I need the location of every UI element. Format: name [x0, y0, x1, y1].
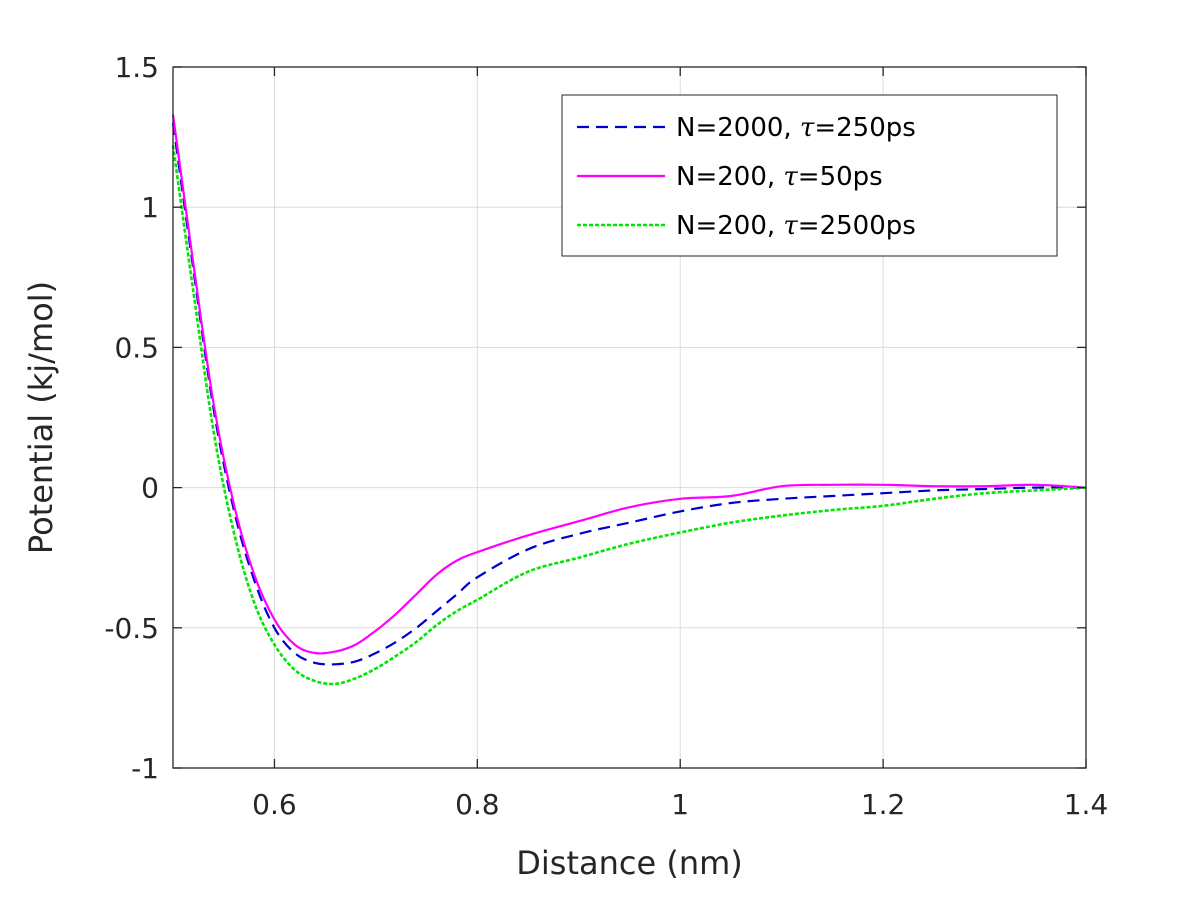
- x-axis-label: Distance (nm): [516, 844, 743, 882]
- legend-entry-prefix: N=2000,: [676, 113, 800, 143]
- x-tick-label: 1.4: [1064, 788, 1109, 821]
- y-tick-label: -1: [131, 752, 159, 785]
- axes: [172, 66, 1087, 769]
- x-tick-label: 1: [671, 788, 689, 821]
- legend-entry-prefix: N=200,: [676, 211, 783, 241]
- legend-entry-tau: τ: [783, 211, 798, 241]
- legend-entry-tau: τ: [783, 162, 798, 192]
- y-tick-label: 0.5: [114, 331, 159, 364]
- x-tick-label: 0.8: [455, 788, 500, 821]
- x-tick-label: 0.6: [252, 788, 297, 821]
- y-tick-label: 1: [141, 191, 159, 224]
- legend-entry-prefix: N=200,: [676, 162, 783, 192]
- y-axis-label: Potential (kj/mol): [22, 281, 60, 554]
- series-line-3: [171, 145, 1087, 686]
- y-tick-label: 1.5: [114, 51, 159, 84]
- series-line-2: [171, 114, 1087, 655]
- legend-entry-tau: τ: [800, 113, 815, 143]
- legend-entry-suffix: =50ps: [798, 162, 883, 192]
- series-line-1: [171, 122, 1087, 666]
- y-tick-label: 0: [141, 472, 159, 505]
- legend-entry-1: N=2000, τ=250ps: [676, 113, 916, 143]
- x-tick-label: 1.2: [861, 788, 906, 821]
- y-tick-label: -0.5: [104, 612, 159, 645]
- legend-entry-suffix: =2500ps: [798, 211, 916, 241]
- legend-entry-suffix: =250ps: [814, 113, 915, 143]
- series-layer: [171, 114, 1087, 686]
- legend-entry-3: N=200, τ=2500ps: [676, 211, 916, 241]
- tick-labels: 0.6 0.8 1 1.2 1.4 -1 -0.5 0 0.5 1 1.5: [104, 51, 1108, 821]
- plot-frame: [172, 66, 1087, 769]
- legend-entry-2: N=200, τ=50ps: [676, 162, 883, 192]
